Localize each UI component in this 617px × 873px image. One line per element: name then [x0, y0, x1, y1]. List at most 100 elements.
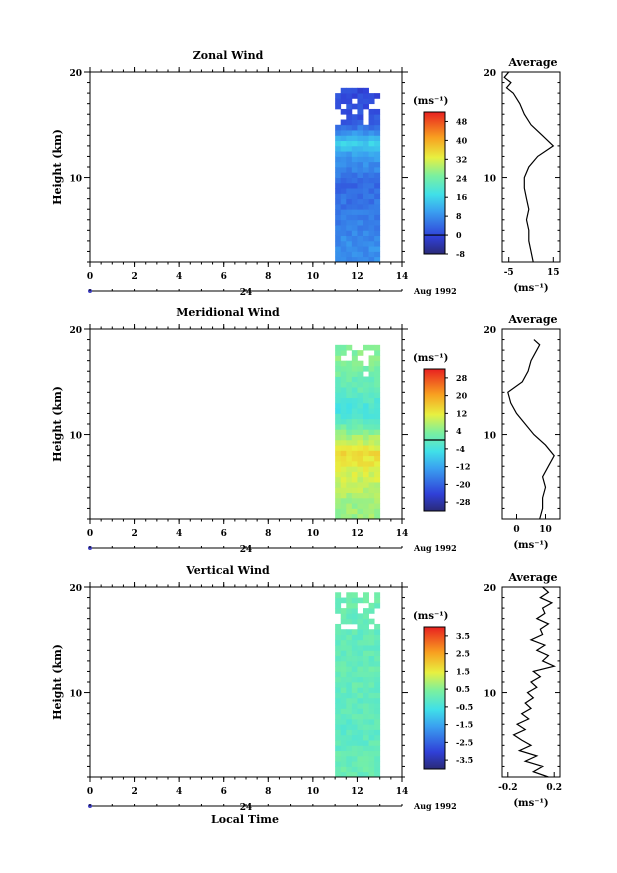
- heatmap-cell: [340, 376, 347, 383]
- heatmap-cell: [346, 682, 353, 688]
- heatmap-cell: [340, 750, 347, 757]
- heatmap-cell: [374, 645, 381, 651]
- heatmap-cell: [346, 93, 353, 99]
- heatmap-cell: [351, 476, 358, 483]
- y-tick-label: 20: [69, 69, 82, 79]
- heatmap-cell: [335, 682, 342, 688]
- heatmap-cell: [357, 376, 364, 383]
- heatmap-cell: [340, 708, 347, 715]
- heatmap-cell: [346, 209, 353, 215]
- heatmap-cell: [368, 503, 375, 509]
- heatmap-cell: [340, 729, 347, 736]
- heatmap-cell: [346, 750, 353, 757]
- heatmap-cell: [357, 466, 364, 472]
- colorbar-tick-label: 0: [456, 230, 462, 240]
- heatmap-cell: [340, 687, 347, 693]
- heatmap-cell: [357, 172, 364, 178]
- heatmap-cell: [351, 508, 358, 515]
- heatmap-cell: [351, 503, 358, 509]
- heatmap-cell: [346, 235, 353, 242]
- heatmap-cell: [357, 381, 364, 388]
- heatmap-cell: [335, 209, 342, 215]
- heatmap-cell: [374, 492, 381, 499]
- heatmap-cell: [374, 140, 381, 147]
- heatmap-cell: [368, 413, 375, 420]
- heatmap-cell: [374, 676, 381, 683]
- heatmap-cell: [368, 692, 375, 699]
- heatmap-cell: [374, 151, 381, 157]
- heatmap-cell: [340, 235, 347, 242]
- heatmap-cell: [351, 114, 358, 120]
- heatmap-cell: [346, 177, 353, 184]
- heatmap-cell: [335, 198, 342, 205]
- heatmap-cell: [357, 613, 364, 620]
- heatmap-cell: [346, 193, 353, 200]
- colorbar-tick-label: -8: [456, 249, 465, 259]
- colorbar-tick-label: -1.5: [456, 720, 473, 730]
- average-x-tick-label: 10: [539, 525, 552, 535]
- heatmap-cell: [368, 482, 375, 488]
- heatmap-cell: [335, 371, 342, 377]
- heatmap-cell: [346, 445, 353, 451]
- average-profile-line: [503, 71, 555, 263]
- heatmap-cell: [368, 256, 375, 263]
- heatmap-cell: [340, 360, 347, 367]
- average-profile-line: [512, 586, 557, 778]
- heatmap-data: [335, 592, 381, 778]
- heatmap-cell: [363, 98, 369, 105]
- colorbar-tick-label: -3.5: [456, 755, 473, 765]
- heatmap-cell: [363, 246, 369, 252]
- heatmap-cell: [346, 392, 353, 399]
- heatmap-cell: [340, 365, 347, 372]
- heatmap-cell: [340, 771, 347, 778]
- heatmap-cell: [335, 251, 342, 258]
- heatmap-cell: [346, 413, 353, 420]
- x-tick-label: 12: [351, 272, 364, 282]
- heatmap-cell: [374, 240, 381, 247]
- heatmap-cell: [374, 418, 381, 425]
- heatmap-cell: [340, 246, 347, 252]
- colorbar-tick-label: -0.5: [456, 702, 473, 712]
- heatmap-cell: [357, 371, 364, 377]
- heatmap-cell: [368, 408, 375, 414]
- heatmap-cell: [357, 734, 364, 741]
- heatmap-cell: [346, 98, 353, 105]
- heatmap-cell: [351, 755, 358, 762]
- heatmap-cell: [335, 476, 342, 483]
- heatmap-cell: [357, 140, 364, 147]
- heatmap-cell: [335, 592, 342, 598]
- colorbar-tick-label: 40: [456, 135, 468, 145]
- heatmap-cell: [357, 434, 364, 441]
- heatmap-cell: [374, 424, 381, 430]
- heatmap-cell: [368, 360, 375, 367]
- heatmap-cell: [340, 482, 347, 488]
- heatmap-cell: [335, 103, 342, 110]
- heatmap-cell: [363, 629, 369, 635]
- heatmap-cell: [340, 613, 347, 620]
- heatmap-cell: [368, 687, 375, 693]
- heatmap-cell: [368, 492, 375, 499]
- heatmap-cell: [363, 745, 369, 752]
- heatmap-cell: [351, 466, 358, 472]
- heatmap-cell: [368, 151, 375, 157]
- heatmap-cell: [368, 246, 375, 252]
- heatmap-cell: [340, 256, 347, 263]
- heatmap-cell: [346, 729, 353, 736]
- average-y-tick-label: 10: [483, 432, 496, 442]
- heatmap-cell: [340, 471, 347, 478]
- heatmap-cell: [374, 761, 381, 767]
- heatmap-cell: [357, 623, 364, 630]
- heatmap-cell: [340, 381, 347, 388]
- x-tick-label: 14: [396, 787, 409, 797]
- heatmap-cell: [346, 708, 353, 715]
- heatmap-cell: [346, 114, 353, 120]
- heatmap-cell: [368, 439, 375, 446]
- heatmap-cell: [335, 513, 342, 520]
- heatmap-cell: [363, 251, 369, 258]
- heatmap-cell: [357, 724, 364, 730]
- heatmap-cell: [363, 167, 369, 173]
- heatmap-cell: [351, 188, 358, 194]
- colorbar-tick-label: 32: [456, 154, 467, 164]
- heatmap-cell: [368, 161, 375, 168]
- heatmap-cell: [340, 676, 347, 683]
